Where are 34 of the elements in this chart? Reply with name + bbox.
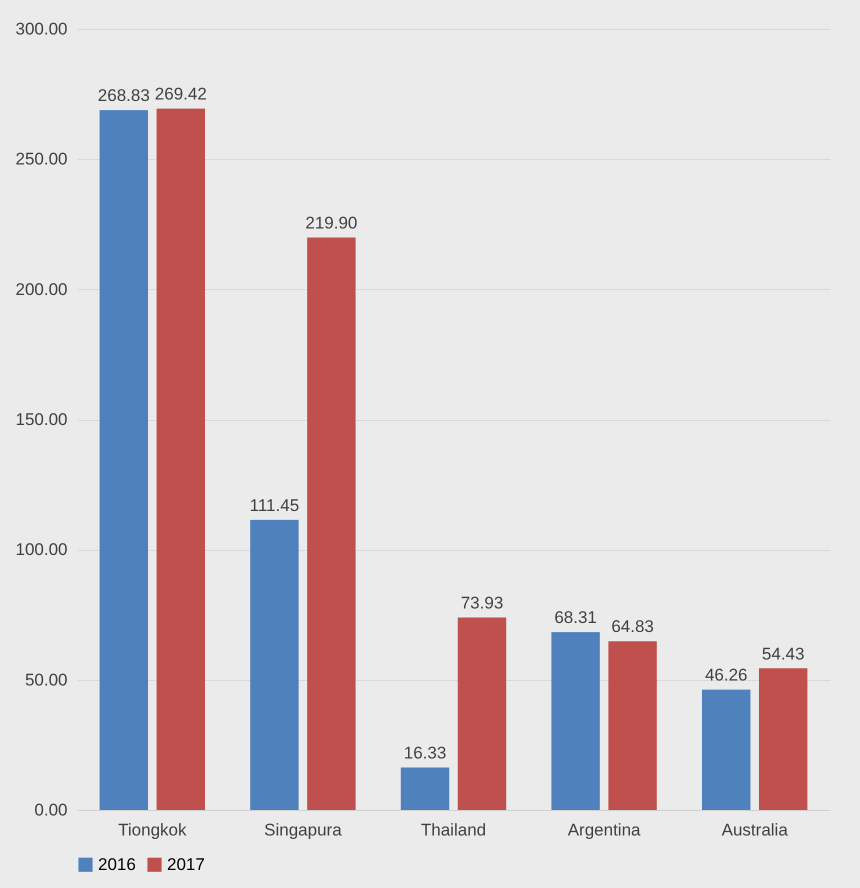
data-label: 46.26	[704, 666, 748, 685]
bar	[250, 520, 299, 810]
y-tick-label: 50.00	[24, 670, 68, 690]
x-tick-label: Singapura	[264, 820, 342, 840]
x-tick-label: Tiongkok	[118, 820, 187, 840]
y-tick-label: 0.00	[34, 800, 68, 820]
bar	[458, 618, 506, 810]
y-tick-label: 150.00	[16, 410, 68, 429]
x-tick-label: Argentina	[568, 820, 642, 840]
legend-label: 2017	[167, 854, 205, 874]
data-label: 73.93	[460, 594, 504, 613]
bar	[400, 767, 450, 810]
y-tick-label: 100.00	[16, 540, 68, 560]
bar	[100, 110, 148, 810]
data-label: 68.31	[554, 608, 597, 628]
bar	[702, 690, 750, 810]
data-label: 54.43	[762, 644, 804, 664]
data-label: 16.33	[404, 743, 446, 762]
bar	[156, 108, 206, 810]
y-tick-label: 250.00	[16, 150, 68, 169]
data-label: 64.83	[611, 617, 654, 636]
x-tick-label: Australia	[722, 820, 788, 840]
data-label: 219.90	[305, 214, 358, 233]
bar	[307, 238, 356, 810]
bar	[608, 641, 657, 810]
data-label: 269.42	[154, 84, 207, 104]
y-tick-label: 200.00	[16, 280, 68, 299]
x-tick-label: Thailand	[420, 820, 486, 840]
bar	[551, 632, 600, 810]
data-label: 111.45	[250, 496, 300, 515]
bar	[758, 668, 808, 810]
legend-label: 2016	[98, 854, 136, 874]
data-label: 268.83	[98, 86, 150, 106]
y-tick-label: 300.00	[16, 20, 68, 38]
